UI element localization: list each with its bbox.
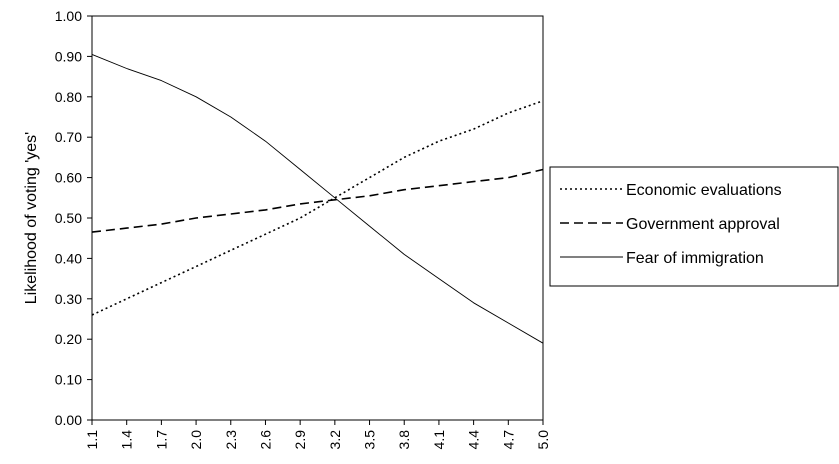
y-tick-label: 1.00 [55, 8, 82, 24]
series-line-3 [91, 53, 544, 344]
x-tick-label: 2.3 [223, 430, 239, 450]
y-tick-label: 0.50 [55, 210, 82, 226]
plot-frame [91, 15, 544, 421]
x-tick-label: 4.4 [466, 430, 482, 450]
y-tick-label: 0.40 [55, 250, 82, 266]
x-tick-label: 3.2 [327, 430, 343, 450]
x-tick-label: 1.4 [119, 430, 135, 450]
legend-label: Economic evaluations [626, 182, 782, 199]
y-tick-label: 0.00 [55, 412, 82, 428]
x-axis: 1.1 1.4 1.7 2.0 2.3 2.6 2.9 3.2 3.5 3.8 4.1 4.4 4.7 5… [84, 420, 551, 449]
x-tick-label: 1.1 [84, 430, 100, 450]
legend-box [549, 166, 839, 287]
y-tick-label: 0.30 [55, 291, 82, 307]
y-axis: 0.00 0.10 0.20 0.30 0.40 0.50 0.60 0.70 0.80 0.90… [55, 8, 92, 428]
y-tick-label: 0.90 [55, 48, 82, 64]
x-tick-label: 3.8 [396, 430, 412, 450]
x-tick-label: 5.0 [535, 430, 551, 450]
legend: Economic evaluations Government approval F… [549, 166, 839, 287]
x-tick-label: 4.1 [431, 430, 447, 450]
x-tick-label: 4.7 [500, 430, 516, 450]
x-tick-label: 2.9 [292, 430, 308, 450]
series-line-2 [91, 168, 544, 233]
x-tick-label: 2.6 [257, 430, 273, 450]
y-tick-label: 0.80 [55, 89, 82, 105]
y-tick-label: 0.10 [55, 372, 82, 388]
series-line-1 [91, 100, 544, 316]
y-tick-label: 0.60 [55, 170, 82, 186]
legend-label: Fear of immigration [626, 250, 764, 267]
x-tick-label: 3.5 [362, 430, 378, 450]
x-tick-label: 2.0 [188, 430, 204, 450]
y-tick-label: 0.70 [55, 129, 82, 145]
y-axis-title: Likelihood of voting 'yes' [23, 132, 40, 304]
series-layer [91, 53, 544, 344]
y-tick-label: 0.20 [55, 331, 82, 347]
plot-area [91, 15, 544, 421]
legend-label: Government approval [626, 216, 780, 233]
x-tick-label: 1.7 [153, 430, 169, 450]
